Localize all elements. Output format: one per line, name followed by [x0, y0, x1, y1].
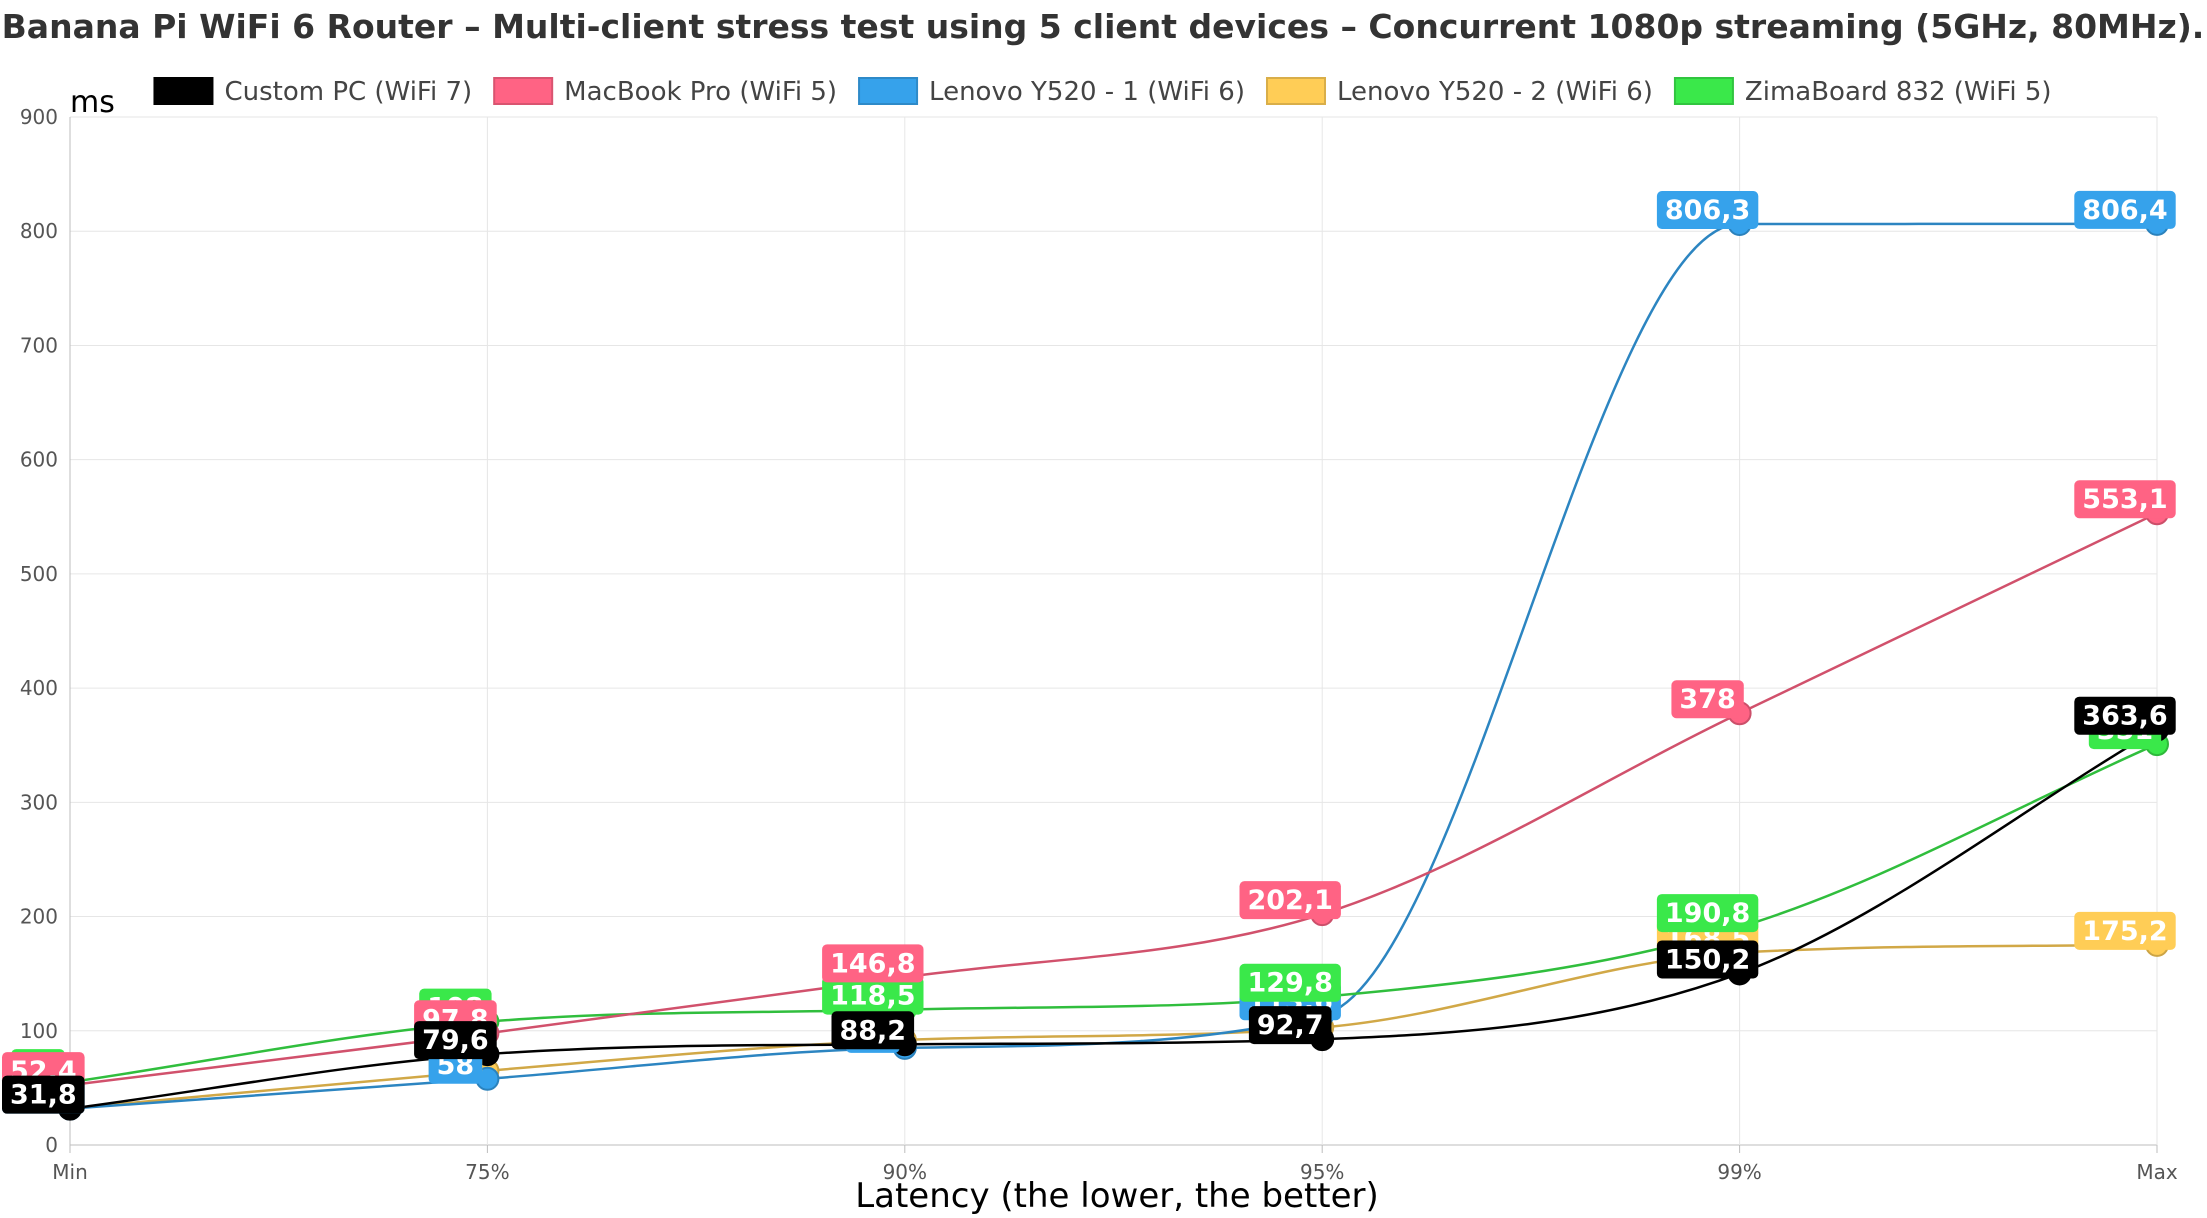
data-label-text: 92,7 — [1257, 1010, 1324, 1041]
data-label-text: 806,3 — [1665, 195, 1750, 226]
y-tick-label: 800 — [20, 219, 58, 243]
data-label: 118,5 — [822, 976, 924, 1015]
y-tick-label: 600 — [20, 448, 58, 472]
data-label: 31,8 — [2, 1075, 85, 1114]
legend-label: Lenovo Y520 - 2 (WiFi 6) — [1337, 77, 1653, 107]
data-label-text: 118,5 — [830, 981, 915, 1012]
data-label-text: 378 — [1679, 684, 1735, 715]
y-tick-label: 300 — [20, 790, 58, 814]
x-tick-label: 75% — [465, 1160, 509, 1184]
legend-label: MacBook Pro (WiFi 5) — [564, 77, 837, 107]
y-tick-label: 200 — [20, 905, 58, 929]
data-label-text: 553,1 — [2082, 484, 2167, 515]
y-tick-label: 400 — [20, 676, 58, 700]
data-label-text: 175,2 — [2082, 916, 2167, 947]
series-points — [58, 211, 2169, 1121]
x-tick-label: 99% — [1717, 1160, 1761, 1184]
data-label-text: 146,8 — [830, 948, 915, 979]
legend-item[interactable]: Lenovo Y520 - 1 (WiFi 6) — [858, 77, 1245, 107]
data-label: 806,3 — [1656, 191, 1759, 230]
chart-title: Banana Pi WiFi 6 Router – Multi-client s… — [2, 7, 2205, 46]
data-label: 146,8 — [822, 944, 924, 983]
x-tick-label: 90% — [883, 1160, 927, 1184]
legend-label: ZimaBoard 832 (WiFi 5) — [1745, 77, 2052, 107]
x-tick-label: 95% — [1300, 1160, 1344, 1184]
y-tick-label: 900 — [20, 105, 58, 129]
y-axis-ticks: 0 100 200 300 400 500 600 700 800 900 — [20, 105, 58, 1157]
data-label-text: 202,1 — [1247, 885, 1332, 916]
x-axis-ticks: Min 75% 90% 95% 99% Max — [52, 1160, 2178, 1184]
data-label: 190,8 — [1656, 894, 1759, 933]
data-label-text: 806,4 — [2082, 195, 2167, 226]
data-label-box — [1656, 940, 1759, 979]
data-label-box — [1671, 680, 1744, 719]
data-label: 806,4 — [2074, 190, 2176, 229]
legend-swatch — [1673, 77, 1734, 105]
data-label: 175,2 — [2074, 911, 2176, 950]
y-tick-label: 100 — [20, 1019, 58, 1043]
series-lines — [69, 222, 2158, 1110]
y-tick-label: 700 — [20, 333, 58, 357]
series-line — [69, 943, 2158, 1110]
legend-label: Lenovo Y520 - 1 (WiFi 6) — [929, 77, 1245, 107]
data-label-text: 79,6 — [422, 1025, 489, 1056]
data-label-box — [1656, 894, 1759, 933]
data-label-box — [2, 1075, 85, 1114]
data-label: 92,7 — [1248, 1006, 1332, 1045]
legend-item[interactable]: ZimaBoard 832 (WiFi 5) — [1673, 77, 2052, 107]
series-line — [69, 742, 2158, 1084]
legend-item[interactable]: Custom PC (WiFi 7) — [153, 77, 472, 107]
data-labels: 326592103168,5175,231,85885113,6806,3806… — [2, 190, 2176, 1114]
series-line — [69, 728, 2158, 1110]
data-label-box — [1656, 191, 1759, 230]
data-label: 150,2 — [1656, 940, 1759, 979]
data-label: 129,8 — [1239, 963, 1341, 1002]
y-tick-label: 500 — [20, 562, 58, 586]
y-tick-label: 0 — [45, 1133, 58, 1157]
legend-label: Custom PC (WiFi 7) — [224, 77, 472, 107]
data-label-text: 150,2 — [1665, 944, 1750, 975]
data-label: 553,1 — [2074, 480, 2176, 519]
legend-item[interactable]: Lenovo Y520 - 2 (WiFi 6) — [1265, 77, 1653, 107]
data-label-box — [1239, 963, 1341, 1002]
data-label: 363,6 — [2074, 696, 2176, 735]
legend-item[interactable]: MacBook Pro (WiFi 5) — [493, 77, 837, 107]
data-label-text: 88,2 — [839, 1015, 906, 1046]
x-tick-label: Min — [52, 1160, 88, 1184]
data-label-box — [414, 1021, 497, 1060]
grid — [69, 116, 2158, 1153]
data-label-text: 190,8 — [1665, 898, 1750, 929]
series-line — [69, 222, 2158, 1110]
data-label-text: 363,6 — [2082, 701, 2167, 732]
data-label: 378 — [1671, 680, 1744, 719]
legend-swatch — [153, 77, 214, 105]
data-label-box — [822, 944, 924, 983]
data-label-box — [831, 1011, 915, 1050]
legend: Custom PC (WiFi 7) MacBook Pro (WiFi 5) Le… — [153, 77, 2052, 107]
data-label-box — [2074, 480, 2176, 519]
data-label: 88,2 — [831, 1011, 915, 1050]
data-label-box — [2074, 190, 2176, 229]
x-tick-label: Max — [2136, 1160, 2178, 1184]
x-axis-title: Latency (the lower, the better) — [855, 1176, 1379, 1216]
data-label: 202,1 — [1239, 881, 1341, 920]
data-label: 79,6 — [414, 1021, 497, 1060]
data-label-text: 31,8 — [10, 1080, 77, 1111]
data-label-box — [2074, 696, 2176, 735]
data-label-box — [822, 976, 924, 1015]
data-label-text: 129,8 — [1247, 968, 1332, 999]
series-line — [69, 512, 2158, 1087]
legend-swatch — [858, 77, 919, 105]
legend-swatch — [1265, 77, 1326, 105]
data-label-box — [1239, 881, 1341, 920]
y-axis-unit: ms — [70, 85, 115, 120]
data-label-box — [1248, 1006, 1332, 1045]
data-label-box — [2074, 911, 2176, 950]
legend-swatch — [493, 77, 554, 105]
